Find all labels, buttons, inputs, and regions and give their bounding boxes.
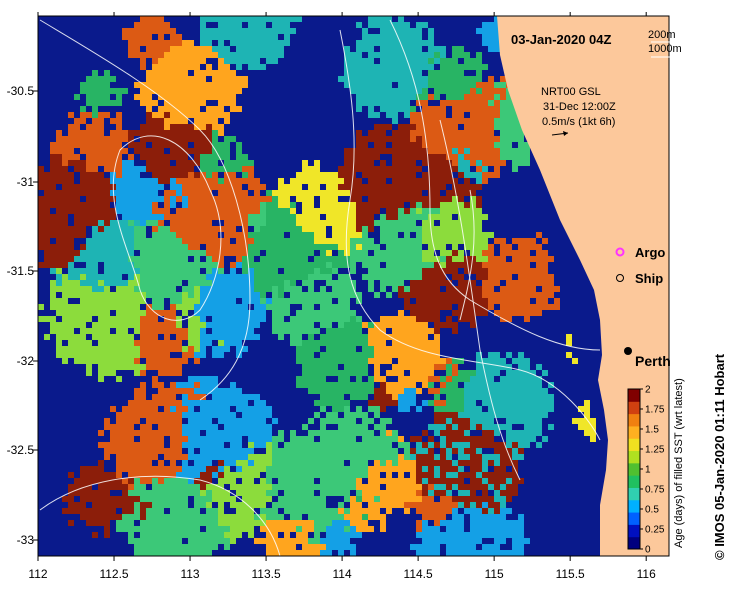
colorbar-step bbox=[628, 425, 640, 439]
colorbar-step bbox=[628, 524, 640, 538]
x-tick-label: 112 bbox=[28, 567, 47, 581]
colorbar-tick-label: 1.25 bbox=[645, 445, 665, 456]
current-date-label: 31-Dec 12:00Z bbox=[543, 101, 616, 113]
x-tick-label: 115 bbox=[485, 567, 504, 581]
y-tick-label: -32.5 bbox=[7, 443, 35, 457]
ship-marker-icon bbox=[616, 274, 624, 282]
colorbar-tick-label: 2 bbox=[645, 385, 651, 396]
colorbar-step bbox=[628, 536, 640, 550]
bathymetry-contours bbox=[39, 19, 601, 556]
contour-200-label: 200m bbox=[648, 29, 676, 41]
colorbar-step bbox=[628, 475, 640, 488]
y-tick-label: -31 bbox=[17, 175, 35, 189]
y-tick-label: -30.5 bbox=[7, 84, 35, 98]
perth-label: Perth bbox=[635, 353, 671, 369]
colorbar-tick-label: 0.25 bbox=[645, 525, 665, 536]
colorbar-tick-label: 0 bbox=[645, 545, 651, 556]
colorbar-step bbox=[628, 413, 640, 427]
x-tick-label: 115.5 bbox=[556, 567, 585, 581]
x-tick-label: 113.5 bbox=[252, 567, 281, 581]
colorbar-step bbox=[628, 512, 640, 525]
ship-legend-label: Ship bbox=[635, 271, 663, 286]
colorbar-tick-label: 0.5 bbox=[645, 505, 659, 516]
axis-ticks: 112 112.5 113 113.5 114 114.5 115 115.5 116 -30.5… bbox=[7, 12, 656, 581]
colorbar-step bbox=[628, 401, 640, 415]
argo-marker-icon bbox=[615, 247, 625, 257]
colorbar-tick-label: 1 bbox=[645, 465, 651, 476]
current-scale-arrow bbox=[551, 131, 569, 136]
age-colorbar: 2 1.75 1.5 1.25 1 0.75 0.5 0.25 0 bbox=[627, 385, 665, 556]
y-tick-label: -33 bbox=[17, 533, 35, 547]
contour-1000-label: 1000m bbox=[648, 43, 682, 55]
y-tick-label: -31.5 bbox=[7, 264, 35, 278]
colorbar-step bbox=[628, 499, 640, 513]
x-tick-label: 116 bbox=[637, 567, 656, 581]
land-area bbox=[497, 16, 669, 556]
colorbar-tick-label: 0.75 bbox=[645, 485, 665, 496]
x-tick-label: 112.5 bbox=[99, 567, 128, 581]
colorbar-label: Age (days) of filled SST (wrt latest) bbox=[673, 378, 685, 548]
colorbar-step bbox=[628, 462, 640, 476]
x-tick-label: 114 bbox=[333, 567, 352, 581]
imos-credit: © IMOS 05-Jan-2020 01:11 Hobart bbox=[712, 353, 727, 560]
colorbar-tick-label: 1.5 bbox=[645, 425, 659, 436]
map-frame bbox=[37, 15, 670, 557]
sst-age-field bbox=[38, 16, 596, 556]
current-scale-label: 0.5m/s (1kt 6h) bbox=[542, 116, 615, 128]
argo-legend-label: Argo bbox=[635, 245, 665, 260]
colorbar-step bbox=[628, 389, 640, 402]
perth-location-marker bbox=[624, 347, 632, 355]
y-tick-label: -32 bbox=[17, 354, 35, 368]
colorbar-step bbox=[628, 450, 640, 464]
colorbar-step bbox=[628, 438, 640, 452]
x-tick-label: 114.5 bbox=[404, 567, 433, 581]
colorbar-tick-label: 1.75 bbox=[645, 405, 665, 416]
x-tick-label: 113 bbox=[180, 567, 199, 581]
timestamp-label: 03-Jan-2020 04Z bbox=[511, 32, 612, 47]
current-source-label: NRT00 GSL bbox=[541, 86, 601, 98]
colorbar-step bbox=[628, 487, 640, 501]
